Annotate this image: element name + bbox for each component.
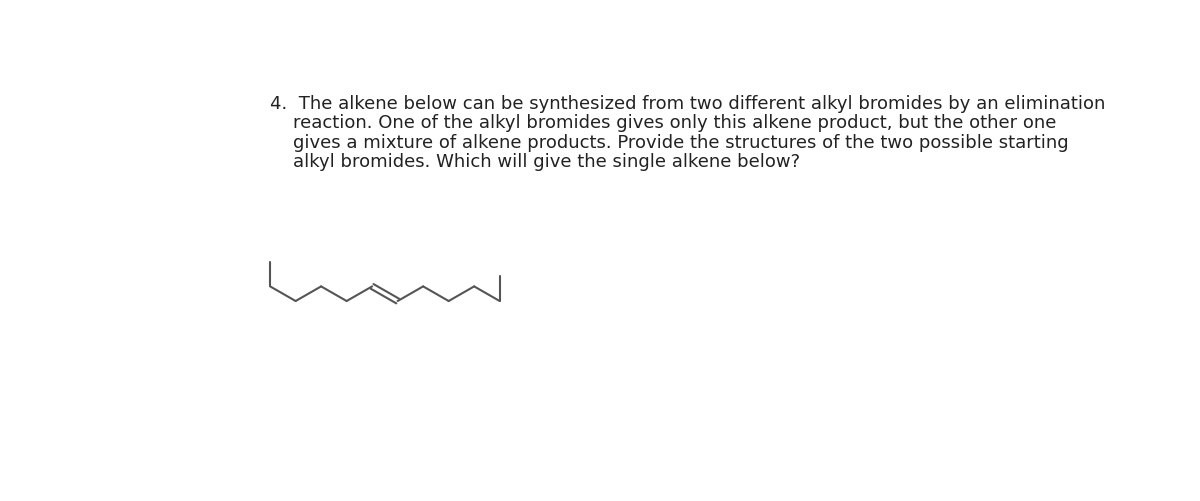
Text: gives a mixture of alkene products. Provide the structures of the two possible s: gives a mixture of alkene products. Prov… [270,134,1069,151]
Text: alkyl bromides. Which will give the single alkene below?: alkyl bromides. Which will give the sing… [270,153,800,171]
Text: reaction. One of the alkyl bromides gives only this alkene product, but the othe: reaction. One of the alkyl bromides give… [270,114,1056,132]
Text: 4.  The alkene below can be synthesized from two different alkyl bromides by an : 4. The alkene below can be synthesized f… [270,95,1105,113]
